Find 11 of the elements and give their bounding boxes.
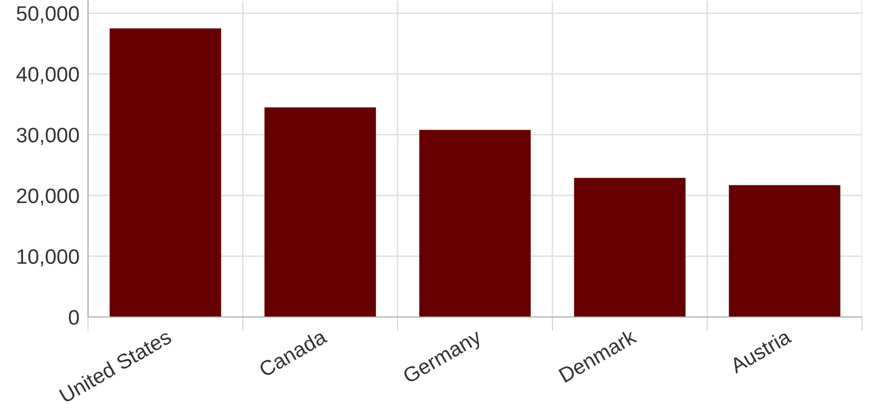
bar [419,130,531,317]
y-tick-label: 10,000 [18,249,79,266]
bar [110,28,222,317]
y-tick-label: 20,000 [17,188,79,206]
y-tick-label: 50,000 [16,6,79,24]
y-tick-label: 40,000 [16,66,79,84]
bar [574,178,686,317]
y-tick-label: 30,000 [16,128,79,145]
bar [264,107,376,317]
bar [728,185,840,317]
y-tick-label: 0 [68,310,79,325]
